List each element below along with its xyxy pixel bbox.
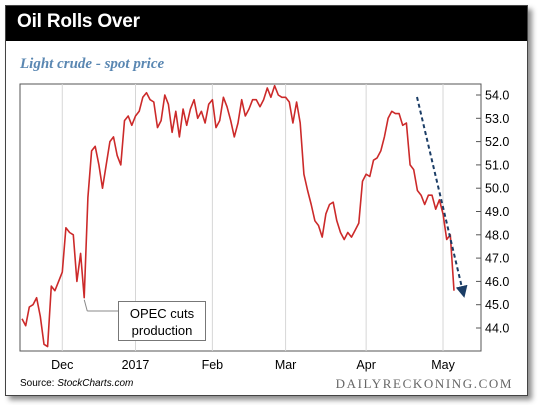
y-tick-label: 53.0 — [485, 112, 509, 126]
y-tick-label: 49.0 — [485, 205, 509, 219]
trend-arrow — [416, 96, 468, 298]
x-tick-label: Feb — [202, 358, 224, 372]
series-line — [21, 84, 455, 348]
y-tick-label: 52.0 — [485, 135, 509, 149]
y-tick-label: 48.0 — [485, 228, 509, 242]
annotation-box: OPEC cuts production — [118, 301, 206, 341]
brand-watermark: DAILYRECKONING.COM — [335, 376, 513, 391]
x-tick-label: Dec — [51, 358, 73, 372]
x-tick-label: Mar — [275, 358, 297, 372]
x-axis: Dec 2017 Feb Mar Apr May — [51, 358, 455, 372]
annotation-leader-line — [83, 299, 88, 312]
y-tick-label: 47.0 — [485, 252, 509, 266]
line-chart: 44.0 45.0 46.0 47.0 48.0 49.0 50.0 51.0 52.0 53.0… — [19, 83, 509, 372]
x-tick-label: Apr — [356, 358, 375, 372]
plot-area — [19, 83, 482, 352]
chart-subtitle: Light crude - spot price — [20, 56, 165, 72]
chart-frame: Oil Rolls Over Light crude - spot price … — [5, 5, 528, 396]
annotation-line-1: OPEC cuts — [129, 306, 195, 321]
y-axis: 44.0 45.0 46.0 47.0 48.0 49.0 50.0 51.0 52.0 53.0… — [476, 89, 509, 336]
y-tick-label: 54.0 — [485, 89, 509, 103]
y-tick-label: 45.0 — [485, 298, 509, 312]
chart-title: Oil Rolls Over — [17, 11, 140, 32]
source-label: Source: — [20, 378, 58, 389]
source-note: Source: StockCharts.com — [20, 378, 133, 389]
annotation-line-2: production — [131, 323, 193, 338]
x-tick-label: 2017 — [122, 358, 150, 372]
title-bar: Oil Rolls Over — [6, 6, 527, 41]
y-tick-label: 50.0 — [485, 182, 509, 196]
y-tick-label: 46.0 — [485, 275, 509, 289]
y-tick-label: 44.0 — [485, 322, 509, 336]
source-name: StockCharts.com — [57, 378, 134, 389]
x-tick-label: May — [431, 358, 455, 372]
y-tick-label: 51.0 — [485, 158, 509, 172]
